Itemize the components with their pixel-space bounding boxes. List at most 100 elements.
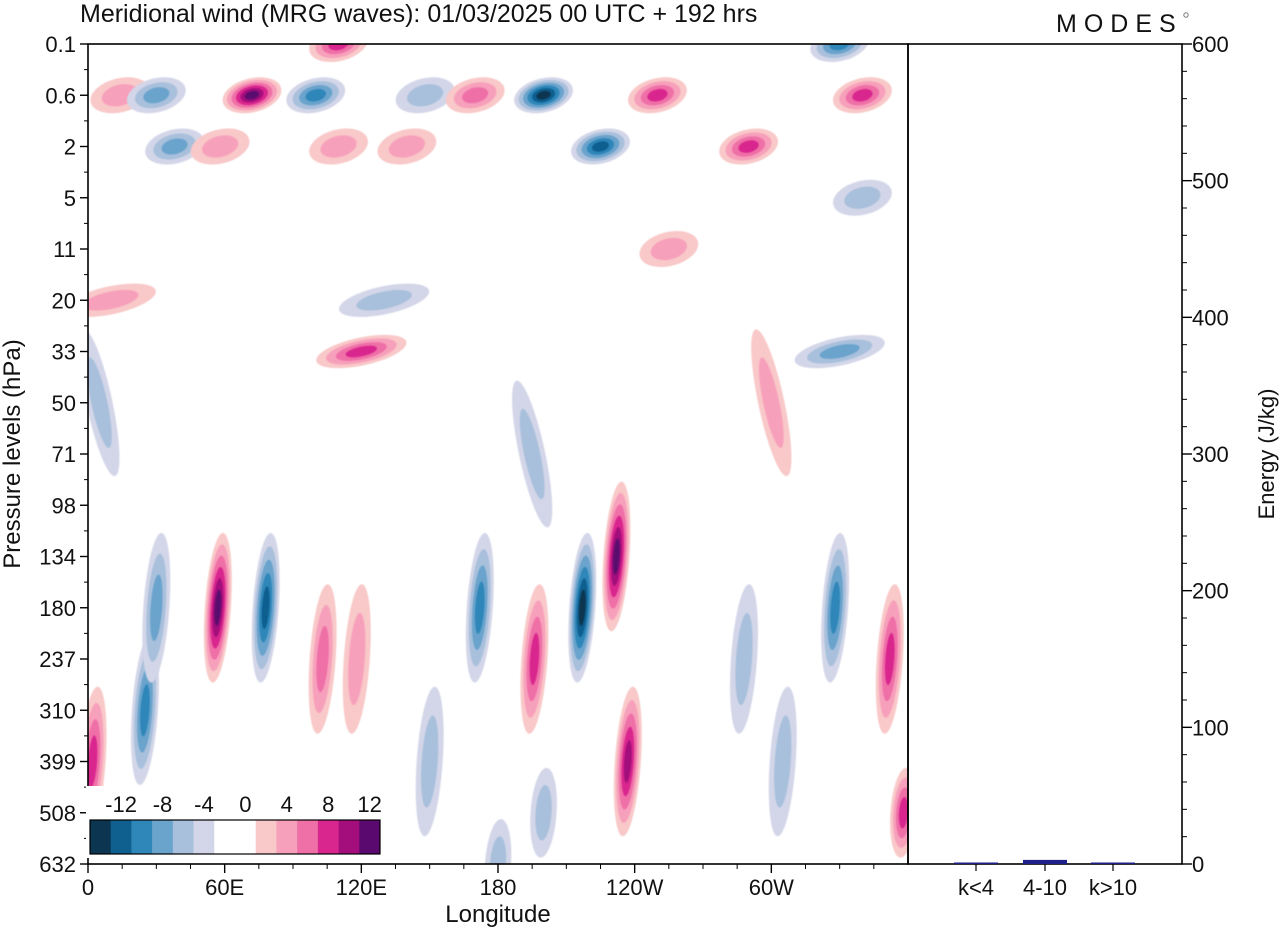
negative-wind-contour bbox=[844, 186, 881, 209]
energy-bar bbox=[1091, 862, 1135, 864]
positive-wind-contour bbox=[201, 135, 239, 158]
negative-wind-contour bbox=[150, 574, 163, 641]
y-tick-label: 632 bbox=[39, 852, 76, 877]
negative-wind-contour bbox=[406, 84, 444, 107]
colorbar-swatch bbox=[317, 820, 339, 854]
positive-wind-contour bbox=[898, 797, 908, 829]
colorbar-label: -8 bbox=[153, 792, 173, 817]
positive-wind-contour bbox=[529, 632, 540, 686]
positive-wind-contour bbox=[613, 538, 620, 575]
negative-wind-contour bbox=[830, 581, 840, 634]
x-tick-label: 180 bbox=[480, 875, 517, 900]
negative-wind-contour bbox=[474, 581, 485, 634]
colorbar-swatch bbox=[172, 820, 194, 854]
energy-tick-label: 0 bbox=[1192, 852, 1204, 877]
y-tick-label: 180 bbox=[39, 596, 76, 621]
energy-tick-label: 600 bbox=[1192, 32, 1229, 57]
positive-wind-contour bbox=[623, 740, 632, 783]
negative-wind-contour bbox=[140, 684, 150, 737]
negative-wind-contour bbox=[88, 357, 112, 448]
y-tick-label: 0.6 bbox=[45, 83, 76, 108]
heatmap-plot bbox=[87, 43, 909, 865]
y-tick-label: 33 bbox=[52, 340, 76, 365]
modes-logo: MODES bbox=[1056, 10, 1183, 38]
colorbar-swatch bbox=[90, 820, 112, 854]
energy-bar bbox=[1023, 859, 1067, 864]
energy-category-label: 4-10 bbox=[1023, 875, 1067, 900]
contour-field bbox=[88, 44, 908, 864]
positive-wind-contour bbox=[738, 140, 759, 153]
colorbar-legend: -12 -8 -4 0 4 8 12 bbox=[86, 786, 384, 858]
colorbar-swatch bbox=[131, 820, 153, 854]
colorbar-label: 8 bbox=[322, 792, 334, 817]
longitude-axis: 0 60E 120E 180 120W 60W bbox=[82, 864, 875, 900]
positive-wind-contour bbox=[320, 135, 357, 158]
colorbar-swatch bbox=[297, 820, 319, 854]
colorbar-swatch bbox=[235, 820, 257, 854]
negative-wind-contour bbox=[484, 819, 512, 864]
pressure-axis: 0.1 0.6 2 5 11 20 33 50 71 98 134 180 237 310 399 508 63… bbox=[39, 32, 88, 877]
colorbar-label: 12 bbox=[357, 792, 381, 817]
x-tick-label: 120W bbox=[606, 875, 664, 900]
energy-bar bbox=[954, 862, 998, 864]
energy-tick-label: 100 bbox=[1192, 715, 1229, 740]
positive-wind-contour bbox=[244, 90, 260, 100]
heatmap-background bbox=[88, 44, 908, 864]
negative-wind-contour bbox=[819, 344, 860, 359]
negative-wind-contour bbox=[356, 289, 412, 311]
colorbar-label: -4 bbox=[194, 792, 214, 817]
negative-wind-contour bbox=[305, 89, 326, 102]
energy-category-label: k<4 bbox=[958, 875, 994, 900]
x-tick-label: 60E bbox=[205, 875, 244, 900]
y-tick-label: 310 bbox=[39, 698, 76, 723]
positive-wind-contour bbox=[316, 625, 329, 693]
energy-tick-label: 500 bbox=[1192, 169, 1229, 194]
positive-wind-contour bbox=[650, 237, 687, 261]
energy-bars: k<4 4-10 k>10 bbox=[954, 859, 1137, 900]
positive-wind-contour bbox=[345, 345, 378, 358]
negative-wind-contour bbox=[261, 586, 270, 630]
positive-wind-contour bbox=[88, 735, 98, 788]
positive-wind-contour bbox=[852, 88, 873, 102]
y-tick-label: 20 bbox=[52, 288, 76, 313]
energy-category-label: k>10 bbox=[1089, 875, 1137, 900]
colorbar-swatch bbox=[110, 820, 132, 854]
y-tick-label: 2 bbox=[64, 135, 76, 160]
y-tick-label: 5 bbox=[64, 186, 76, 211]
energy-panel: 0 100 200 300 400 500 600 k<4 4-10 k>10 Energy (… bbox=[907, 32, 1279, 900]
y-tick-label: 508 bbox=[39, 801, 76, 826]
colorbar-label: 0 bbox=[239, 792, 251, 817]
positive-wind-contour bbox=[214, 589, 222, 626]
positive-wind-contour bbox=[348, 612, 366, 706]
positive-wind-contour bbox=[884, 632, 895, 686]
x-axis-label: Longitude bbox=[445, 901, 550, 928]
y-tick-label: 0.1 bbox=[45, 32, 76, 57]
colorbar-frame bbox=[89, 819, 381, 855]
negative-wind-contour bbox=[161, 138, 188, 155]
colorbar-label: -12 bbox=[105, 792, 137, 817]
x-tick-label: 0 bbox=[82, 875, 94, 900]
negative-wind-contour bbox=[536, 90, 551, 100]
negative-wind-contour bbox=[535, 785, 552, 841]
positive-wind-contour bbox=[88, 289, 139, 311]
colorbar-swatch bbox=[276, 820, 298, 854]
negative-wind-contour bbox=[421, 715, 439, 808]
colorbar-swatch bbox=[359, 820, 381, 854]
colorbar-swatch bbox=[338, 820, 360, 854]
negative-wind-contour bbox=[735, 612, 753, 706]
energy-axis-label: Energy (J/kg) bbox=[1254, 389, 1279, 520]
energy-tick-label: 300 bbox=[1192, 442, 1229, 467]
positive-wind-contour bbox=[462, 87, 489, 104]
y-tick-label: 50 bbox=[52, 391, 76, 416]
negative-wind-contour bbox=[519, 408, 545, 500]
y-tick-label: 399 bbox=[39, 750, 76, 775]
energy-axis: 0 100 200 300 400 500 600 bbox=[1182, 32, 1229, 877]
energy-panel-frame bbox=[907, 43, 1183, 865]
y-tick-label: 71 bbox=[52, 442, 76, 467]
negative-wind-contour bbox=[774, 715, 792, 808]
colorbar-swatch bbox=[193, 820, 215, 854]
energy-tick-label: 200 bbox=[1192, 579, 1229, 604]
logo-registered-mark bbox=[1183, 12, 1189, 18]
negative-wind-contour bbox=[578, 589, 586, 626]
